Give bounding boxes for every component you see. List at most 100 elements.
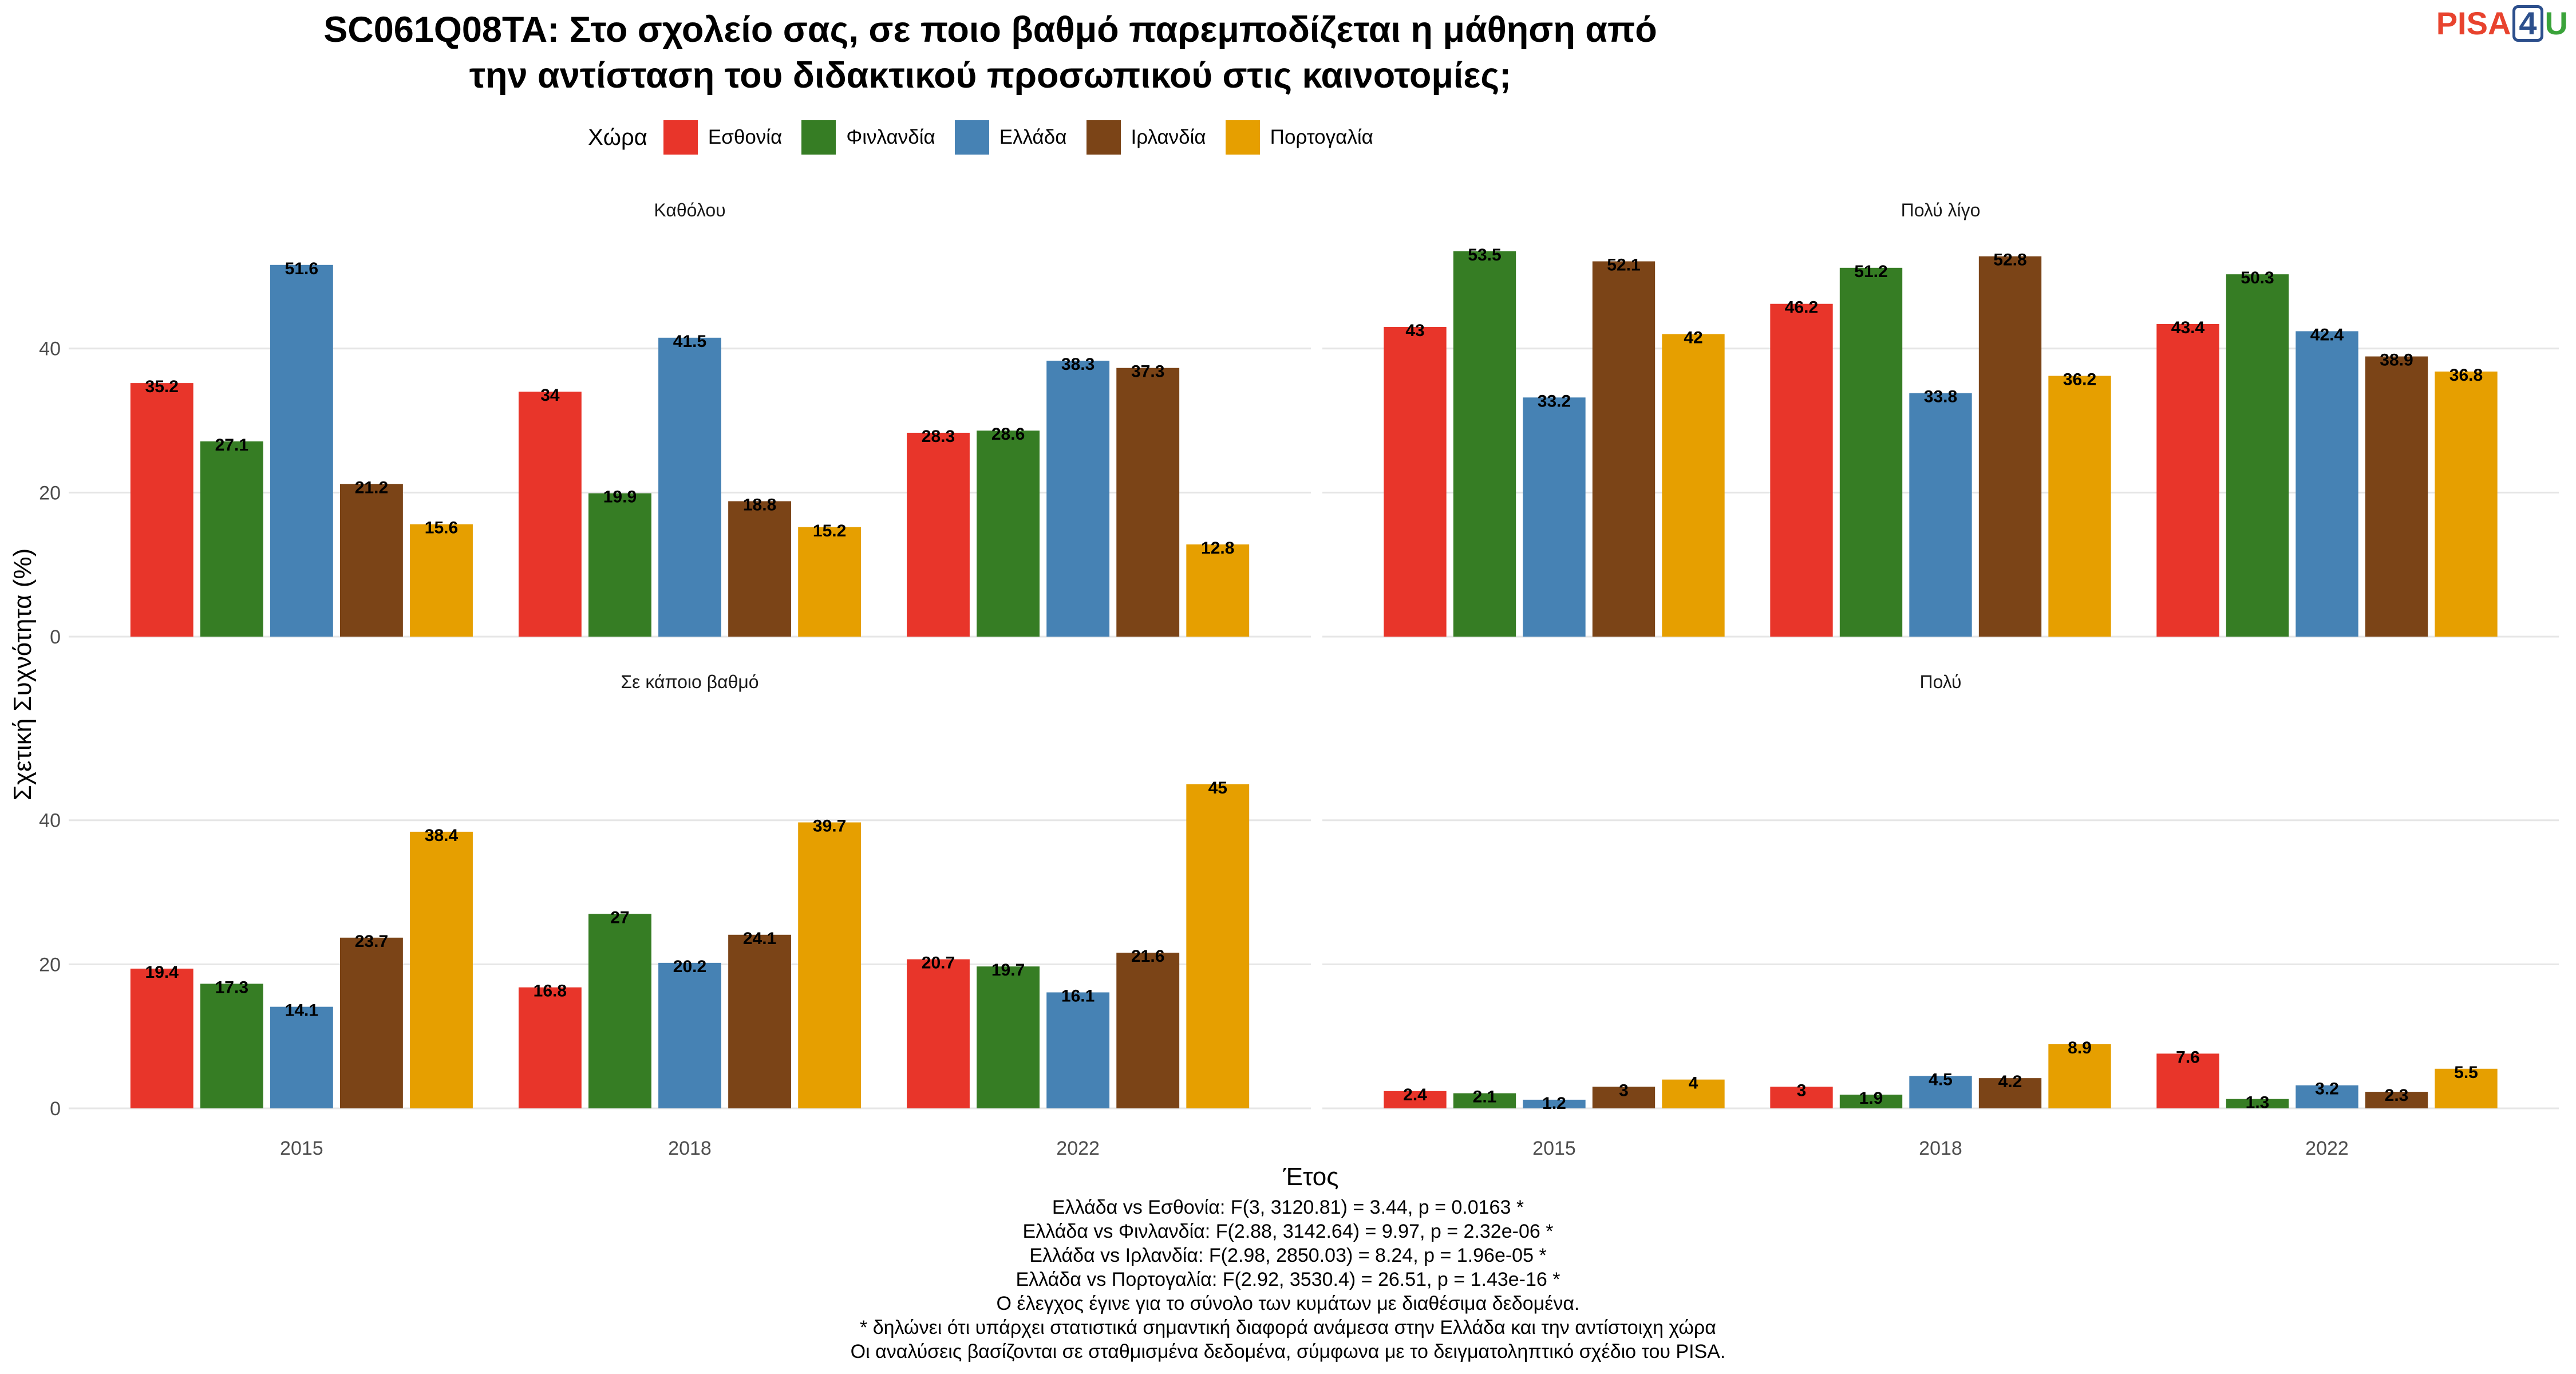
data-label: 21.6 [1131, 947, 1164, 966]
data-label: 38.3 [1061, 355, 1095, 374]
data-label: 27.1 [215, 436, 248, 455]
data-label: 8.9 [2068, 1039, 2092, 1057]
bar-ελλάδα-2022 [1046, 361, 1110, 637]
note-line: Ο έλεγχος έγινε για το σύνολο των κυμάτω… [996, 1293, 1580, 1314]
bar-φινλανδία-2022 [2226, 274, 2289, 637]
bar-εσθονία-2018 [518, 987, 582, 1108]
note-line: Ελλάδα vs Ιρλανδία: F(2.98, 2850.03) = 8… [1029, 1245, 1547, 1266]
bar-ελλάδα-2022 [1046, 992, 1110, 1108]
data-label: 45 [1208, 779, 1227, 797]
panel-title: Πολύ λίγο [1901, 200, 1981, 220]
logo-text-pisa: PISA [2436, 5, 2511, 41]
data-label: 1.3 [2246, 1093, 2270, 1112]
bar-ελλάδα-2015 [1523, 397, 1586, 637]
bar-φινλανδία-2022 [977, 966, 1040, 1108]
x-tick-label: 2018 [1919, 1138, 1962, 1159]
bar-πορτογαλία-2018 [2048, 376, 2111, 637]
bar-εσθονία-2015 [1384, 326, 1447, 637]
data-label: 20.7 [922, 954, 955, 973]
data-label: 27 [610, 908, 629, 927]
bar-πορτογαλία-2018 [798, 822, 862, 1108]
data-label: 39.7 [813, 817, 846, 836]
legend-label-estonia: Εσθονία [708, 126, 783, 148]
data-label: 4 [1689, 1074, 1698, 1093]
bar-πορτογαλία-2022 [1186, 784, 1250, 1108]
data-label: 21.2 [355, 478, 388, 497]
legend-item-ireland: Ιρλανδία [1086, 120, 1206, 155]
data-label: 5.5 [2454, 1063, 2478, 1082]
data-label: 46.2 [1785, 298, 1818, 317]
bar-ιρλανδία-2018 [1978, 1078, 2042, 1108]
bar-εσθονία-2018 [1770, 1087, 1833, 1108]
data-label: 42 [1684, 329, 1702, 348]
bar-φινλανδία-2018 [1839, 1095, 1903, 1108]
bar-ελλάδα-2018 [1909, 1076, 1972, 1108]
note-line: Ελλάδα vs Εσθονία: F(3, 3120.81) = 3.44,… [1052, 1197, 1524, 1218]
note-line: Ελλάδα vs Φινλανδία: F(2.88, 3142.64) = … [1022, 1221, 1554, 1242]
legend-swatch-greece [954, 120, 989, 155]
data-label: 43.4 [2171, 318, 2205, 337]
legend-item-greece: Ελλάδα [954, 120, 1067, 155]
bar-πορτογαλία-2018 [798, 527, 862, 637]
y-tick-label: 0 [50, 626, 61, 648]
data-label: 15.2 [813, 522, 846, 540]
data-label: 2.4 [1403, 1085, 1427, 1104]
bar-εσθονία-2022 [2156, 323, 2219, 637]
data-label: 38.9 [2380, 351, 2413, 370]
y-tick-label: 0 [50, 1098, 61, 1120]
data-label: 52.8 [1993, 251, 2026, 270]
bar-πορτογαλία-2015 [1662, 1079, 1725, 1108]
bar-ελλάδα-2022 [2296, 331, 2358, 637]
legend-swatch-ireland [1086, 120, 1121, 155]
legend-label-ireland: Ιρλανδία [1131, 126, 1206, 148]
bar-πορτογαλία-2015 [1662, 334, 1725, 637]
data-label: 15.6 [425, 519, 458, 538]
bar-ιρλανδία-2015 [340, 484, 403, 637]
legend-title: Χώρα [588, 124, 647, 150]
bar-πορτογαλία-2022 [2435, 371, 2498, 637]
data-label: 1.2 [1542, 1094, 1566, 1113]
data-label: 53.5 [1468, 246, 1501, 264]
legend-swatch-estonia [663, 120, 698, 155]
data-label: 19.9 [603, 488, 637, 507]
note-line: Ελλάδα vs Πορτογαλία: F(2.92, 3530.4) = … [1016, 1269, 1560, 1290]
bar-ιρλανδία-2022 [2365, 1092, 2428, 1108]
data-label: 51.2 [1854, 262, 1887, 281]
bar-ιρλανδία-2018 [728, 934, 791, 1108]
bar-φινλανδία-2018 [588, 914, 651, 1108]
data-label: 36.8 [2449, 366, 2483, 385]
y-tick-label: 40 [39, 810, 61, 832]
panel-title: Πολύ [1919, 672, 1961, 692]
bar-ιρλανδία-2018 [728, 501, 791, 637]
data-label: 3.2 [2315, 1080, 2339, 1099]
bar-ελλάδα-2018 [658, 962, 721, 1108]
data-label: 41.5 [673, 332, 706, 351]
bar-ελλάδα-2015 [1523, 1099, 1586, 1108]
data-label: 38.4 [425, 826, 459, 845]
x-tick-label: 2022 [1056, 1138, 1100, 1159]
note-line: * δηλώνει ότι υπάρχει στατιστικά σημαντι… [860, 1317, 1716, 1339]
bar-ελλάδα-2015 [270, 1006, 333, 1108]
bar-ελλάδα-2022 [2296, 1085, 2358, 1108]
bar-ελλάδα-2015 [270, 264, 333, 637]
x-tick-label: 2022 [2305, 1138, 2349, 1159]
bar-φινλανδία-2015 [1453, 251, 1516, 637]
bar-εσθονία-2015 [1384, 1091, 1447, 1108]
data-label: 42.4 [2310, 326, 2344, 345]
data-label: 34 [540, 386, 560, 405]
data-label: 35.2 [145, 377, 179, 396]
data-label: 28.6 [991, 425, 1025, 444]
data-label: 16.1 [1061, 986, 1095, 1005]
data-label: 52.1 [1607, 255, 1640, 274]
y-tick-label: 20 [39, 482, 61, 504]
y-tick-label: 40 [39, 338, 61, 360]
y-axis-title: Σχετική Συχνότητα (%) [9, 548, 37, 801]
x-tick-label: 2015 [1532, 1138, 1576, 1159]
data-label: 14.1 [285, 1001, 318, 1020]
data-label: 17.3 [215, 978, 248, 997]
data-label: 19.7 [991, 961, 1025, 980]
data-label: 12.8 [1201, 539, 1234, 558]
bar-ιρλανδία-2022 [2365, 356, 2428, 637]
legend-swatch-finland [801, 120, 836, 155]
